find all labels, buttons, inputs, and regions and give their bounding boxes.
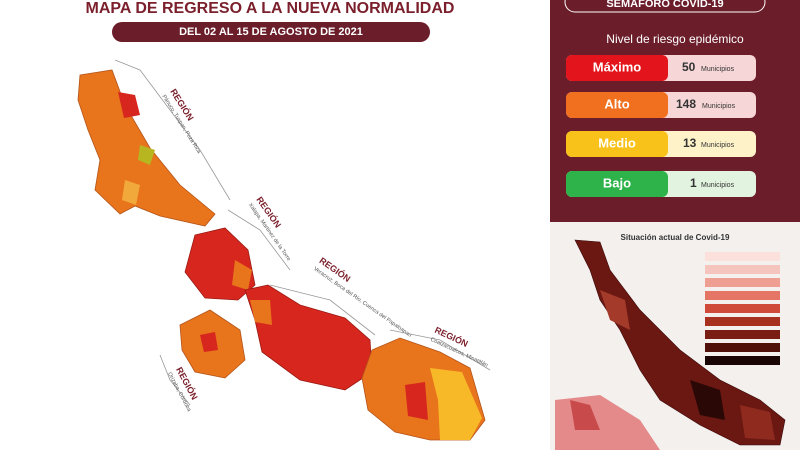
subtitle: DEL 02 AL 15 DE AGOSTO DE 2021 [179,26,363,38]
level-swatch [566,55,668,81]
semaforo-title: SEMÁFORO COVID-19 [606,0,723,10]
level-swatch [566,92,668,118]
legend-swatch [705,252,780,261]
level-name: Máximo [593,59,641,74]
region-bracket [269,284,376,336]
map-patch [118,92,140,118]
level-unit: Municipios [701,142,735,149]
level-unit: Municipios [701,66,735,73]
legend-swatch [705,278,780,287]
level-unit: Municipios [702,103,736,110]
map-patch [250,300,272,325]
subtitle-pill [112,22,430,42]
legend-swatch [705,291,780,300]
legend-swatch [705,304,780,313]
situation-legend [705,252,780,365]
map-patch [122,180,140,205]
mexico-map [570,400,600,430]
legend-swatch [705,330,780,339]
level-swatch [566,131,668,157]
legend-swatch [705,265,780,274]
level-count: 148 [676,97,696,111]
level-count: 13 [683,136,697,150]
situation-title: Situación actual de Covid-19 [621,233,730,242]
title: MAPA DE REGRESO A LA NUEVA NORMALIDAD [86,0,455,17]
level-count: 50 [682,60,696,74]
region-bracket [389,329,491,371]
region-bracket [114,59,231,201]
region-bracket [159,354,191,406]
legend-swatch [705,356,780,365]
situation-map-patch [600,290,630,330]
legend-swatch [705,317,780,326]
level-unit: Municipios [701,182,735,189]
level-name: Bajo [603,175,631,190]
map-patch [232,260,252,290]
level-name: Alto [604,96,629,111]
semaforo-pill [564,0,766,13]
situation-map-patch [690,380,725,420]
map-patch [200,332,218,352]
region-bracket [227,209,291,271]
map-patch [405,382,428,420]
semaforo-subtitle: Nivel de riesgo epidémico [606,32,744,46]
legend-swatch [705,343,780,352]
level-name: Medio [598,135,636,150]
map-patch [430,368,482,440]
level-count: 1 [690,176,697,190]
situation-map-patch [740,405,775,440]
map-patch [138,145,155,165]
level-swatch [566,171,668,197]
